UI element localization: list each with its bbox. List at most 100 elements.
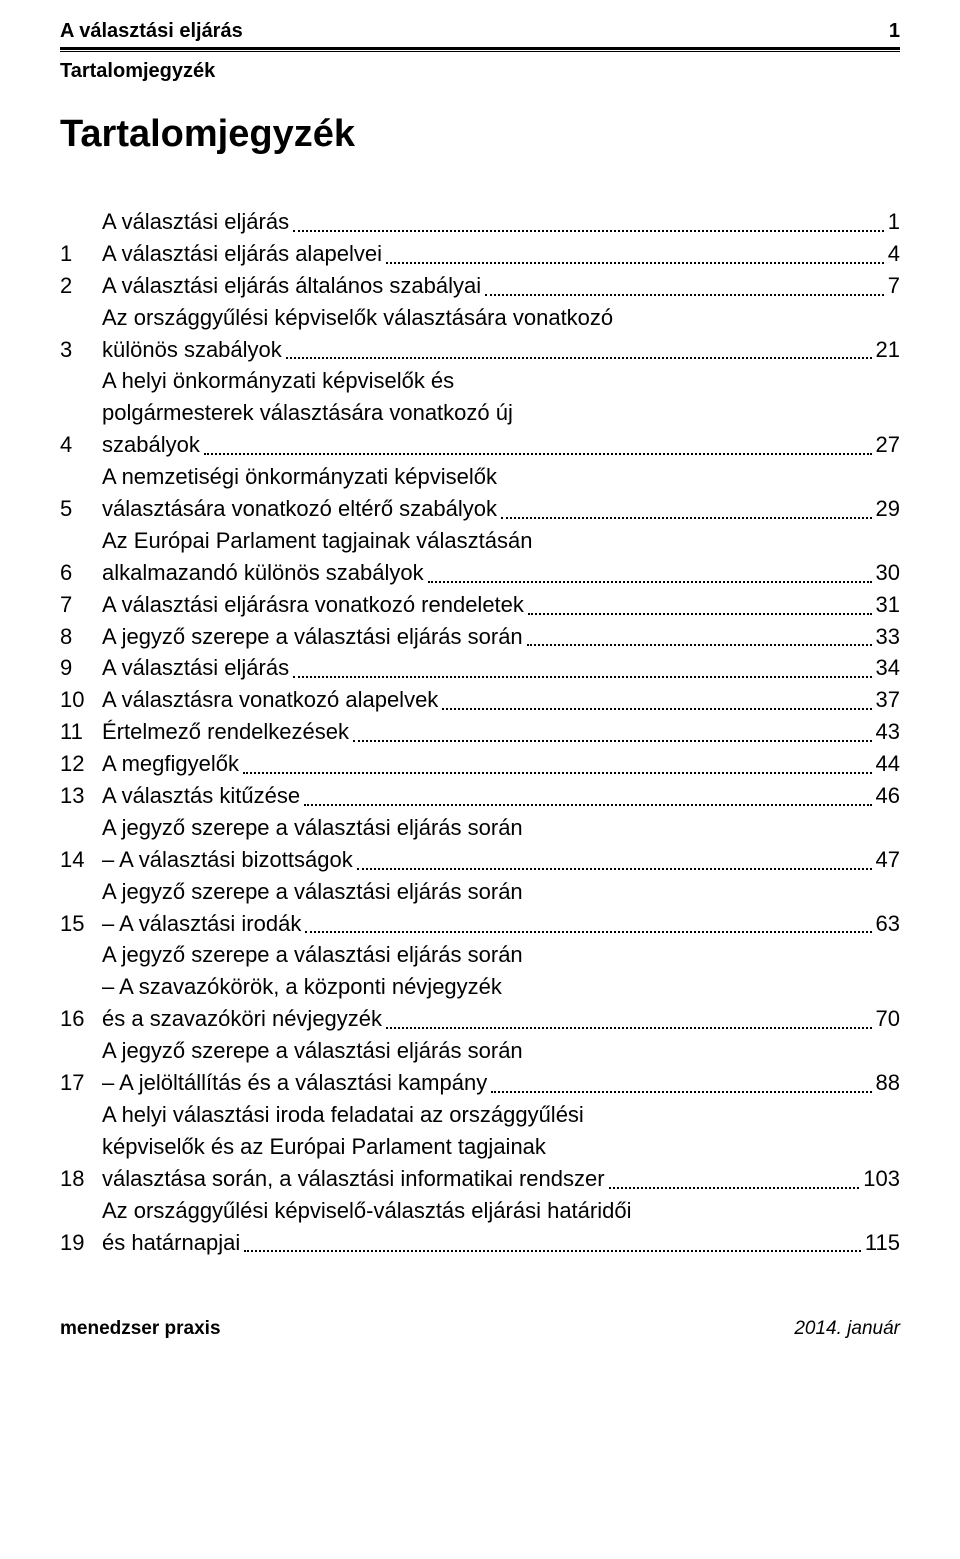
toc-entry: 17A jegyző szerepe a választási eljárás … xyxy=(60,1035,900,1099)
toc-leader xyxy=(353,740,872,742)
toc-line: választása során, a választási informati… xyxy=(102,1163,900,1195)
toc-title-text: Az Európai Parlament tagjainak választás… xyxy=(102,525,532,557)
toc-title-text: – A szavazókörök, a központi névjegyzék xyxy=(102,971,502,1003)
section-label: Tartalomjegyzék xyxy=(60,60,900,83)
toc-title-text: és a szavazóköri névjegyzék xyxy=(102,1003,382,1035)
toc-entry: 9A választási eljárás34 xyxy=(60,652,900,684)
toc-leader xyxy=(244,1250,861,1252)
toc-entry: 6Az Európai Parlament tagjainak választá… xyxy=(60,525,900,589)
toc-line: A jegyző szerepe a választási eljárás so… xyxy=(102,939,900,971)
toc-page: 88 xyxy=(876,1067,900,1099)
toc-title-text: A jegyző szerepe a választási eljárás so… xyxy=(102,812,523,844)
toc-leader xyxy=(286,357,872,359)
toc-number: 12 xyxy=(60,748,102,780)
toc-text: A helyi önkormányzati képviselők éspolgá… xyxy=(102,365,900,461)
toc-title-text: A választási eljárás alapelvei xyxy=(102,238,382,270)
toc-page: 30 xyxy=(876,557,900,589)
toc-title-text: A választási eljárás xyxy=(102,652,289,684)
toc-page: 7 xyxy=(888,270,900,302)
toc-text: A választási eljárás alapelvei 4 xyxy=(102,238,900,270)
toc-title-text: és határnapjai xyxy=(102,1227,240,1259)
toc-page: 21 xyxy=(876,334,900,366)
toc-line: A választási eljárás1 xyxy=(102,206,900,238)
toc-leader xyxy=(293,676,871,678)
toc-number: 17 xyxy=(60,1067,102,1099)
toc-leader xyxy=(609,1187,860,1189)
toc-title-text: – A jelöltállítás és a választási kampán… xyxy=(102,1067,487,1099)
toc-text: Az országgyűlési képviselő-választás elj… xyxy=(102,1195,900,1259)
toc-title-text: A megfigyelők xyxy=(102,748,239,780)
toc-leader xyxy=(527,644,872,646)
toc-leader xyxy=(293,230,884,232)
toc-title-text: Az országgyűlési képviselők választására… xyxy=(102,302,613,334)
toc-title-text: A választási eljárás általános szabályai xyxy=(102,270,481,302)
toc-line: és a szavazóköri névjegyzék 70 xyxy=(102,1003,900,1035)
toc-title-text: szabályok xyxy=(102,429,200,461)
toc-page: 63 xyxy=(876,908,900,940)
toc-title-text: A jegyző szerepe a választási eljárás so… xyxy=(102,876,523,908)
toc-title-text: A választás kitűzése xyxy=(102,780,300,812)
toc-entry: 19Az országgyűlési képviselő-választás e… xyxy=(60,1195,900,1259)
toc-page: 70 xyxy=(876,1003,900,1035)
toc-line: A választási eljárásra vonatkozó rendele… xyxy=(102,589,900,621)
toc-leader xyxy=(491,1091,871,1093)
toc-title-text: alkalmazandó különös szabályok xyxy=(102,557,424,589)
page-header: A választási eljárás 1 xyxy=(60,20,900,47)
toc-number: 13 xyxy=(60,780,102,812)
toc-page: 29 xyxy=(876,493,900,525)
toc-page: 43 xyxy=(876,716,900,748)
toc-entry: 16A jegyző szerepe a választási eljárás … xyxy=(60,939,900,1035)
toc-number: 4 xyxy=(60,429,102,461)
toc-number: 18 xyxy=(60,1163,102,1195)
toc-page: 31 xyxy=(876,589,900,621)
toc-number: 8 xyxy=(60,621,102,653)
toc-title-text: – A választási irodák xyxy=(102,908,301,940)
toc-text: A választási eljárásra vonatkozó rendele… xyxy=(102,589,900,621)
toc-line: A választási eljárás általános szabályai… xyxy=(102,270,900,302)
toc-title-text: polgármesterek választására vonatkozó új xyxy=(102,397,513,429)
toc-entry: 14A jegyző szerepe a választási eljárás … xyxy=(60,812,900,876)
toc-line: A választási eljárás alapelvei 4 xyxy=(102,238,900,270)
toc-entry: 1A választási eljárás alapelvei4 xyxy=(60,238,900,270)
toc-text: A választásra vonatkozó alapelvek37 xyxy=(102,684,900,716)
toc-line: A megfigyelők44 xyxy=(102,748,900,780)
toc-line: A helyi önkormányzati képviselők és xyxy=(102,365,900,397)
toc-number: 11 xyxy=(60,716,102,748)
toc-text: Az országgyűlési képviselők választására… xyxy=(102,302,900,366)
toc-page: 103 xyxy=(863,1163,900,1195)
toc-title-text: választása során, a választási informati… xyxy=(102,1163,605,1195)
toc-page: 46 xyxy=(876,780,900,812)
toc-entry: 10A választásra vonatkozó alapelvek37 xyxy=(60,684,900,716)
toc-line: A helyi választási iroda feladatai az or… xyxy=(102,1099,900,1131)
toc-title-text: – A választási bizottságok xyxy=(102,844,353,876)
toc-text: A választási eljárás34 xyxy=(102,652,900,684)
toc-text: A megfigyelők44 xyxy=(102,748,900,780)
toc-line: Az országgyűlési képviselő-választás elj… xyxy=(102,1195,900,1227)
toc-entry: 7A választási eljárásra vonatkozó rendel… xyxy=(60,589,900,621)
toc-leader xyxy=(386,262,884,264)
toc-leader xyxy=(304,804,871,806)
toc-title-text: A választási eljárásra vonatkozó rendele… xyxy=(102,589,524,621)
toc-title-text: különös szabályok xyxy=(102,334,282,366)
toc-page: 115 xyxy=(865,1227,900,1259)
header-rule xyxy=(60,47,900,52)
table-of-contents: A választási eljárás11A választási eljár… xyxy=(60,206,900,1258)
toc-number: 16 xyxy=(60,1003,102,1035)
toc-leader xyxy=(305,931,871,933)
toc-entry: 11Értelmező rendelkezések43 xyxy=(60,716,900,748)
toc-entry: 15A jegyző szerepe a választási eljárás … xyxy=(60,876,900,940)
toc-leader xyxy=(485,294,884,296)
toc-text: A jegyző szerepe a választási eljárás so… xyxy=(102,939,900,1035)
toc-page: 4 xyxy=(888,238,900,270)
toc-title-text: A jegyző szerepe a választási eljárás so… xyxy=(102,1035,523,1067)
toc-entry: 2A választási eljárás általános szabálya… xyxy=(60,270,900,302)
footer-right: 2014. január xyxy=(794,1318,900,1340)
toc-line: A jegyző szerepe a választási eljárás so… xyxy=(102,1035,900,1067)
toc-line: Az országgyűlési képviselők választására… xyxy=(102,302,900,334)
toc-leader xyxy=(442,708,871,710)
toc-page: 47 xyxy=(876,844,900,876)
toc-number: 15 xyxy=(60,908,102,940)
toc-text: A választási eljárás1 xyxy=(102,206,900,238)
toc-line: különös szabályok 21 xyxy=(102,334,900,366)
toc-number: 7 xyxy=(60,589,102,621)
